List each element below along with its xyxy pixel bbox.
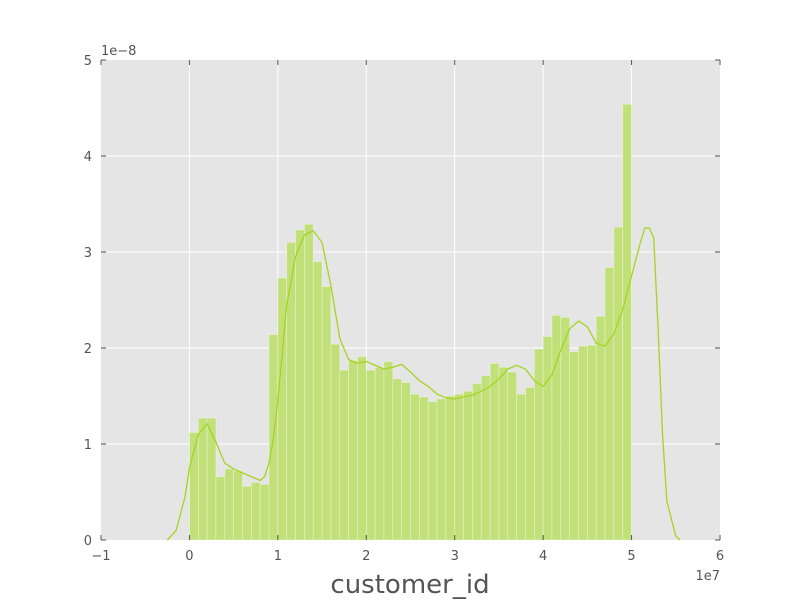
histogram-bar bbox=[587, 344, 597, 541]
histogram-bar bbox=[251, 482, 261, 541]
y-offset-label: 1e−8 bbox=[101, 44, 136, 59]
histogram-bar bbox=[436, 398, 447, 541]
histogram-bar bbox=[286, 242, 296, 541]
y-tick-label: 0 bbox=[84, 534, 92, 549]
histogram-bar bbox=[533, 348, 544, 541]
histogram-bar bbox=[348, 360, 358, 541]
histogram-bar bbox=[489, 363, 500, 541]
histogram-bar bbox=[480, 375, 491, 541]
histogram-bar bbox=[560, 316, 570, 541]
histogram-bar bbox=[321, 286, 332, 541]
histogram-bar bbox=[312, 261, 323, 541]
x-tick-label: 0 bbox=[185, 549, 193, 564]
histogram-bar bbox=[339, 369, 349, 541]
y-tick-label: 1 bbox=[84, 438, 92, 453]
x-tick-label: 6 bbox=[716, 549, 724, 564]
histogram-bar bbox=[525, 387, 535, 541]
histogram-bar bbox=[295, 229, 305, 541]
histogram-bar bbox=[401, 382, 411, 541]
histogram-bar bbox=[304, 223, 314, 541]
histogram-bar bbox=[374, 366, 385, 541]
histogram-bar bbox=[498, 366, 509, 541]
histogram-bar bbox=[551, 315, 562, 541]
histogram-bar bbox=[622, 103, 632, 541]
histogram-bar bbox=[427, 401, 438, 541]
histogram-bar bbox=[613, 226, 624, 541]
histogram-bar bbox=[189, 432, 199, 541]
histogram-bar bbox=[569, 351, 579, 541]
histogram-bar bbox=[215, 476, 226, 541]
y-tick-labels: 0 1 2 3 4 5 bbox=[84, 54, 92, 549]
x-tick-label: 5 bbox=[627, 549, 635, 564]
histogram-bar bbox=[224, 468, 234, 541]
y-tick-label: 5 bbox=[84, 54, 92, 69]
x-tick-labels: −1 0 1 2 3 4 5 6 bbox=[91, 549, 724, 564]
x-tick-label: −1 bbox=[91, 549, 110, 564]
histogram-bar bbox=[445, 395, 456, 541]
histogram-bar bbox=[595, 316, 606, 541]
histogram-bar bbox=[383, 361, 394, 541]
axis-ticks bbox=[100, 59, 721, 541]
histogram-bar bbox=[542, 336, 553, 541]
histogram-bar bbox=[463, 390, 473, 541]
histogram-bar bbox=[242, 485, 252, 541]
x-tick-label: 1 bbox=[274, 549, 282, 564]
x-axis-title: customer_id bbox=[330, 570, 489, 600]
x-tick-label: 4 bbox=[539, 549, 547, 564]
y-tick-label: 2 bbox=[84, 342, 92, 357]
histogram-bar bbox=[392, 378, 402, 541]
histogram-bar bbox=[259, 484, 270, 541]
x-offset-label: 1e7 bbox=[695, 569, 720, 584]
y-tick-label: 4 bbox=[84, 150, 92, 165]
histogram-bar bbox=[357, 356, 367, 541]
histogram-bar bbox=[330, 343, 341, 541]
histogram-bar bbox=[197, 417, 208, 541]
histogram-bar bbox=[604, 267, 615, 541]
histogram-bar bbox=[365, 369, 376, 541]
x-tick-label: 3 bbox=[451, 549, 459, 564]
histogram-bar bbox=[507, 371, 517, 541]
histogram-bar bbox=[419, 396, 429, 541]
histogram-bars bbox=[189, 103, 632, 541]
x-tick-label: 2 bbox=[362, 549, 370, 564]
y-tick-label: 3 bbox=[84, 246, 92, 261]
histogram-bar bbox=[516, 393, 526, 541]
histogram-bar bbox=[410, 393, 420, 541]
histogram-bar bbox=[454, 393, 464, 541]
histogram-bar bbox=[472, 383, 482, 541]
kde-curve bbox=[166, 227, 681, 541]
histogram-bar bbox=[233, 470, 243, 541]
histogram-bar bbox=[206, 417, 217, 541]
histogram-bar bbox=[578, 345, 588, 541]
